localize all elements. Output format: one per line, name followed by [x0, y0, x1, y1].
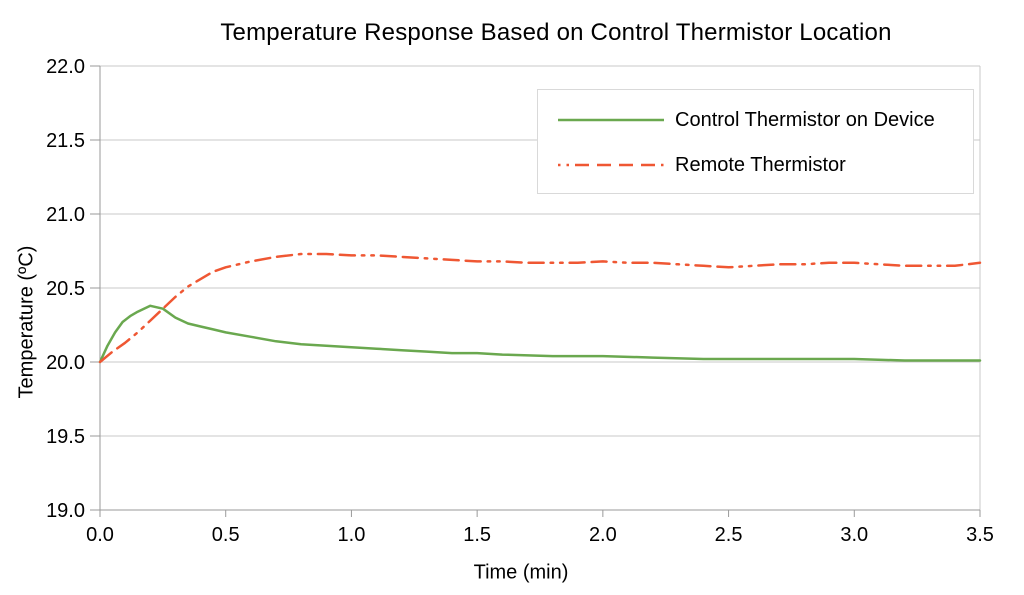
y-tick-label: 20.0 — [46, 352, 85, 374]
y-tick-label: 19.0 — [46, 500, 85, 522]
series-line-1 — [98, 252, 982, 364]
legend-line-sample-dashed — [558, 163, 664, 167]
x-tick-label: 2.5 — [715, 524, 743, 546]
legend-line-sample-solid — [558, 118, 664, 122]
y-tick-label: 19.5 — [46, 426, 85, 448]
y-tick-label: 21.0 — [46, 204, 85, 226]
legend-label: Control Thermistor on Device — [675, 108, 935, 131]
series-line-0 — [98, 304, 982, 364]
legend-item-control-thermistor: Control Thermistor on Device — [538, 98, 973, 142]
x-tick-label: 0.0 — [86, 524, 114, 546]
x-tick-label: 0.5 — [212, 524, 240, 546]
y-tick-label: 20.5 — [46, 278, 85, 300]
legend-item-remote-thermistor: Remote Thermistor — [538, 143, 973, 187]
y-tick-label: 21.5 — [46, 130, 85, 152]
chart-title: Temperature Response Based on Control Th… — [220, 19, 892, 46]
legend-label: Remote Thermistor — [675, 153, 846, 176]
x-axis-title: Time (min) — [473, 561, 569, 584]
x-tick-label: 3.0 — [840, 524, 868, 546]
x-tick-label: 1.5 — [463, 524, 491, 546]
y-axis-title: Temperature (ºC) — [15, 245, 38, 399]
x-tick-label: 1.0 — [338, 524, 366, 546]
y-tick-label: 22.0 — [46, 56, 85, 78]
x-tick-label: 2.0 — [589, 524, 617, 546]
x-tick-label: 3.5 — [966, 524, 994, 546]
legend: Control Thermistor on Device Remote Ther… — [537, 89, 974, 194]
